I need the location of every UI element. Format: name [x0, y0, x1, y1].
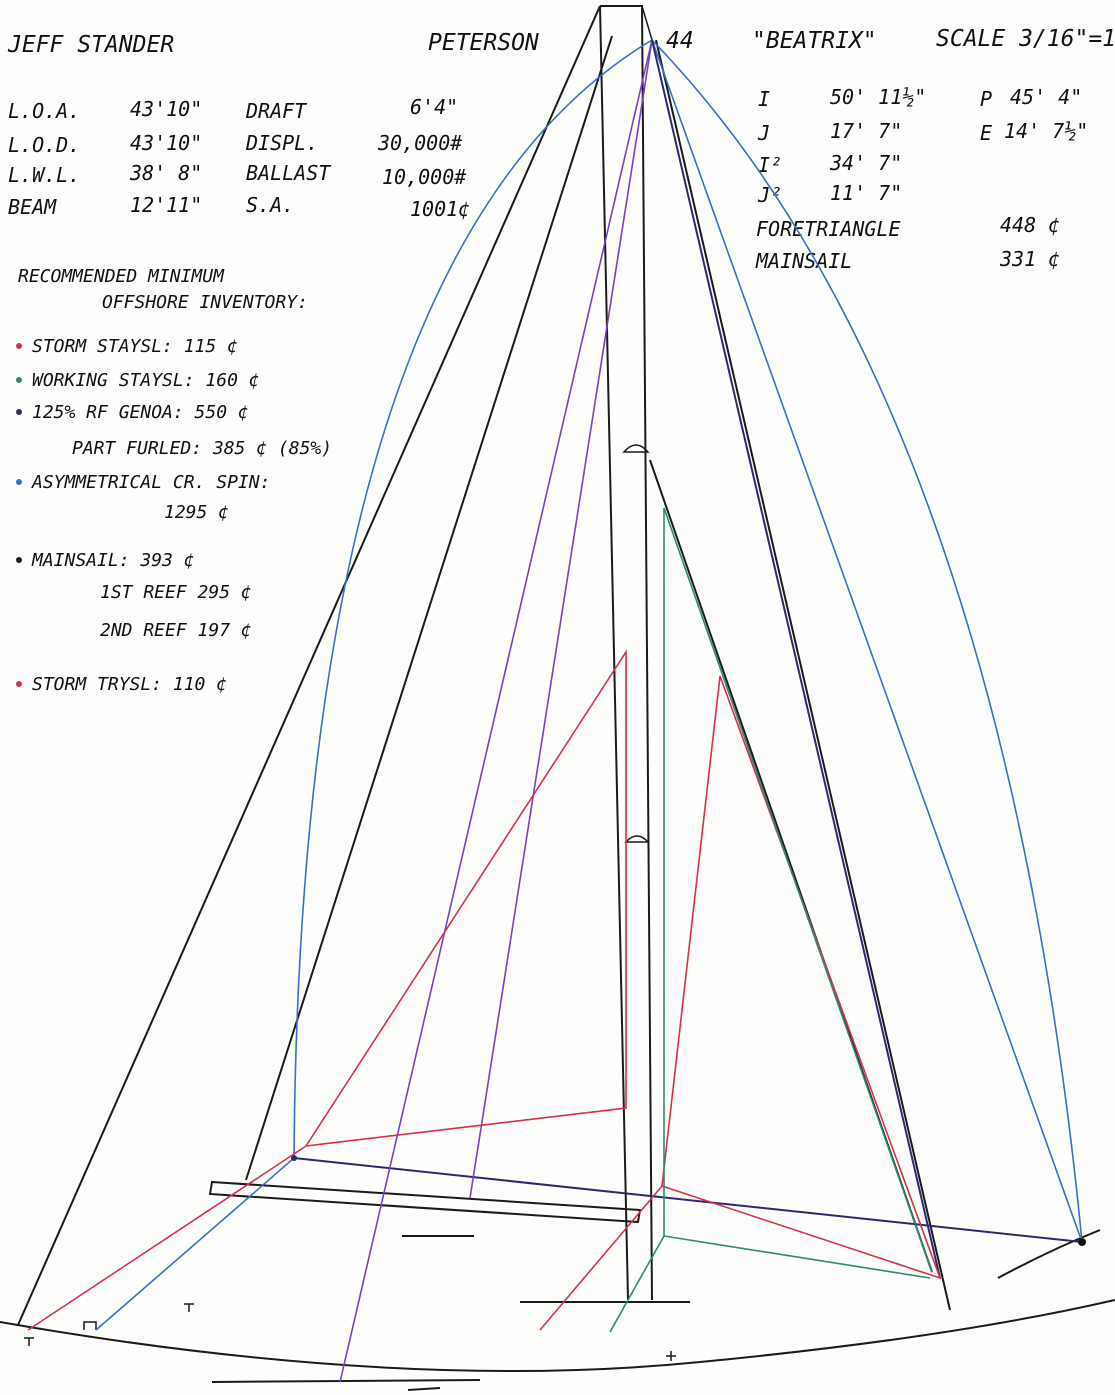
area-value: 448 ¢: [1000, 213, 1060, 237]
spec-label: L.W.L.: [8, 163, 80, 187]
spreader-fitting: [622, 444, 650, 453]
spec-value: 10,000#: [382, 165, 467, 189]
area-label: MAINSAIL: [755, 249, 852, 273]
spinnaker-tack-line: [95, 1157, 295, 1331]
inventory-item: WORKING STAYSL: 160 ¢: [32, 370, 260, 391]
mark: [407, 1387, 441, 1391]
bullet-navy: [16, 409, 22, 415]
genoa-luff: [339, 39, 653, 1383]
rig-label: P: [980, 87, 992, 111]
spec-label: L.O.D.: [8, 133, 80, 157]
spec-label: S.A.: [246, 193, 294, 217]
storm-trysail: [304, 649, 627, 1147]
rig-dimensions: I 50' 11½" J 17' 7" I² 34' 7" J² 11' 7" …: [755, 85, 1088, 273]
spinnaker-leech: [651, 39, 1083, 1243]
genoa-stay: [651, 39, 941, 1279]
spec-label: BALLAST: [246, 161, 332, 185]
mark: [211, 1379, 481, 1383]
plus-mark: [666, 1351, 676, 1361]
spec-value: 30,000#: [377, 131, 463, 155]
rig-label: I²: [758, 153, 782, 177]
rig-value: 17' 7": [830, 119, 902, 143]
rig-label: J: [757, 121, 770, 145]
mast-fore-edge: [599, 5, 629, 1301]
rig-value: 34' 7": [829, 151, 902, 175]
deck-sheer: [0, 1299, 1115, 1372]
rig-value: 14' 7½": [1004, 119, 1088, 143]
inventory-item: ASYMMETRICAL CR. SPIN:: [31, 472, 270, 493]
storm-trysail-sheet: [27, 1145, 307, 1331]
inventory-item: MAINSAIL: 393 ¢: [31, 550, 195, 571]
bullet-red: [16, 681, 22, 687]
spinnaker-luff: [293, 39, 653, 1159]
bullet-blue: [16, 479, 22, 485]
scale-note: SCALE 3/16"=1': [936, 26, 1115, 52]
rig-value: 45' 4": [1010, 85, 1082, 109]
boat-name: "BEATRIX": [752, 28, 877, 54]
mainsail-luff-line: [245, 35, 613, 1181]
spinnaker-foot: [293, 1157, 1083, 1243]
spinnaker-line: [651, 39, 1083, 1243]
inventory-item: STORM STAYSL: 115 ¢: [32, 336, 238, 357]
spec-value: 43'10": [130, 97, 202, 121]
rig-value: 11' 7": [830, 181, 902, 205]
spec-value: 12'11": [130, 193, 202, 217]
cleat-mark: [83, 1321, 97, 1330]
bullet-black: [16, 557, 22, 563]
inventory-title: OFFSHORE INVENTORY:: [102, 292, 308, 313]
boom: [208, 1180, 642, 1224]
spec-value: 38' 8": [129, 161, 202, 185]
spec-label: DRAFT: [245, 99, 308, 123]
clew-point: [1078, 1238, 1086, 1246]
tee-mark: [24, 1337, 34, 1346]
specs-table: L.O.A. 43'10" L.O.D. 43'10" L.W.L. 38' 8…: [8, 95, 470, 221]
rig-label: E: [980, 121, 992, 145]
spreader-fitting: [624, 835, 650, 843]
inventory-item: 1295 ¢: [164, 502, 229, 523]
spec-label: BEAM: [8, 195, 57, 219]
spec-label: DISPL.: [245, 131, 318, 155]
area-value: 331 ¢: [999, 247, 1060, 271]
model-number: 44: [666, 28, 694, 54]
bullet-red: [16, 343, 22, 349]
tack-point: [291, 1155, 297, 1161]
backstay-line: [655, 39, 951, 1311]
bullet-teal: [16, 377, 22, 383]
working-staysail-tack: [609, 1235, 665, 1333]
inventory-item: 2ND REEF 197 ¢: [100, 620, 252, 641]
designer-name: JEFF STANDER: [7, 32, 174, 58]
spec-value: 43'10": [130, 131, 202, 155]
rig-label: I: [758, 87, 770, 111]
forward-envelope-line: [17, 5, 601, 1326]
inventory-item: 125% RF GENOA: 550 ¢: [32, 402, 249, 423]
tee-mark: [184, 1303, 194, 1312]
inventory-title: RECOMMENDED MINIMUM: [18, 266, 225, 287]
inventory-item: 1ST REEF 295 ¢: [100, 582, 252, 603]
working-staysail-luff: [663, 507, 933, 1273]
spec-label: L.O.A.: [8, 99, 80, 123]
bow-curve: [997, 1229, 1101, 1279]
genoa-leech: [469, 39, 653, 1199]
storm-staysail-tack: [539, 1185, 663, 1331]
inventory-item: PART FURLED: 385 ¢ (85%): [72, 438, 332, 459]
inventory-item: STORM TRYSL: 110 ¢: [32, 674, 227, 695]
sail-inventory: RECOMMENDED MINIMUM OFFSHORE INVENTORY: …: [16, 266, 332, 695]
storm-staysail: [661, 675, 942, 1280]
builder-name: PETERSON: [428, 30, 539, 56]
area-label: FORETRIANGLE: [756, 217, 901, 241]
masthead: [641, 5, 653, 41]
spec-value: 6'4": [410, 95, 458, 119]
spec-value: 1001¢: [410, 197, 470, 221]
rig-value: 50' 11½": [830, 85, 926, 109]
